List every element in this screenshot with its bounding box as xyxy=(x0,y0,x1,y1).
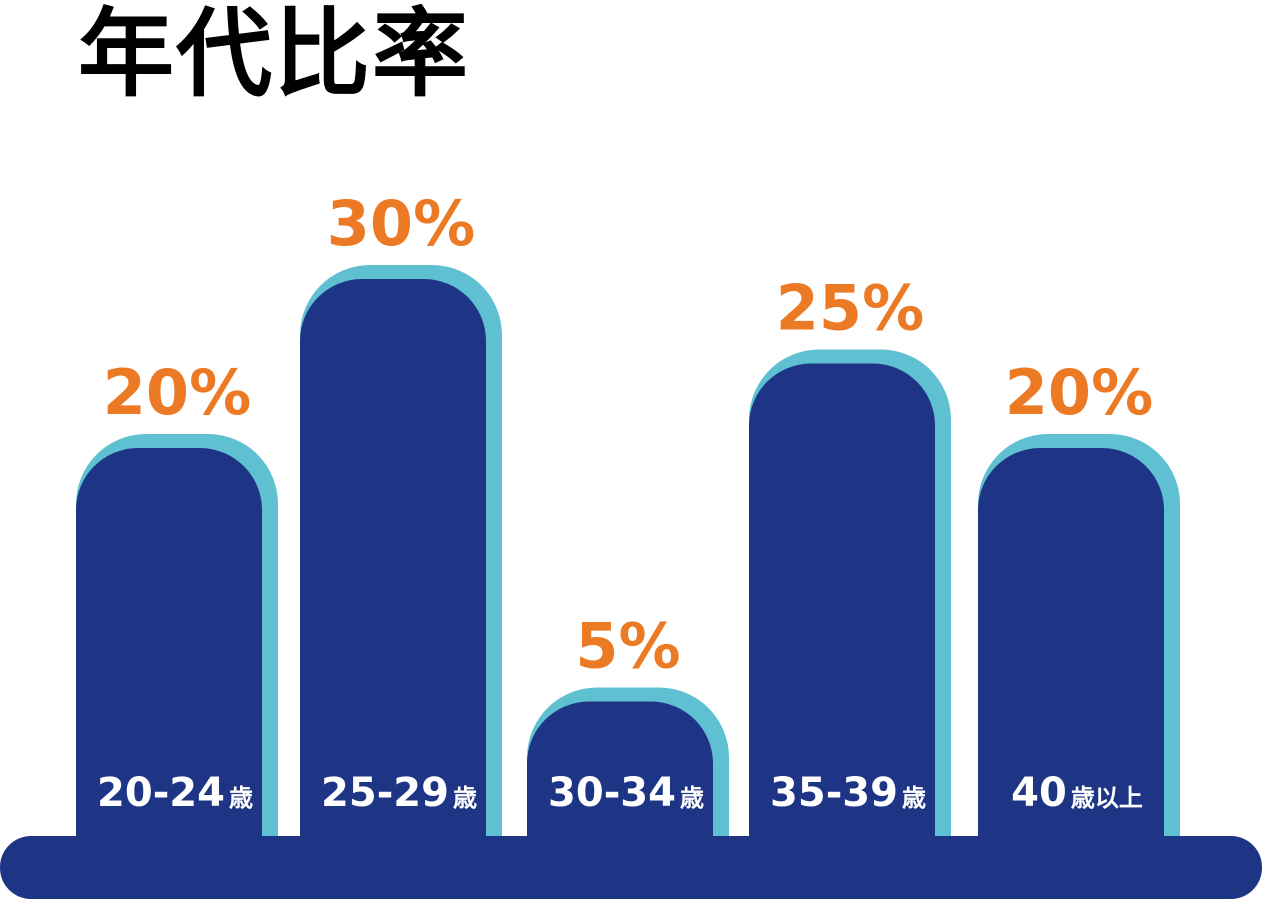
category-label: 35-39 歳 xyxy=(770,770,926,816)
category-label: 20-24 歳 xyxy=(97,770,253,816)
value-label: 20% xyxy=(103,356,251,429)
bar xyxy=(76,448,262,838)
bar-group-1: 20% 20-24 歳 xyxy=(76,356,278,838)
category-label: 30-34 歳 xyxy=(548,770,704,816)
value-label: 25% xyxy=(776,272,924,345)
bar-group-4: 25% 35-39 歳 xyxy=(749,272,951,838)
bar-group-5: 20% 40 歳以上 xyxy=(978,356,1180,838)
value-label: 20% xyxy=(1005,356,1153,429)
category-label: 25-29 歳 xyxy=(321,770,477,816)
bar xyxy=(527,701,713,838)
bar-group-2: 30% 25-29 歳 xyxy=(300,187,502,838)
bar xyxy=(300,279,486,838)
bar-group-3: 5% 30-34 歳 xyxy=(527,610,729,838)
category-label: 40 歳以上 xyxy=(1011,770,1143,816)
chart-title: 年代比率 xyxy=(78,0,470,110)
chart-baseline xyxy=(0,836,1262,899)
value-label: 5% xyxy=(575,610,680,683)
bar xyxy=(749,363,935,838)
bar xyxy=(978,448,1164,838)
value-label: 30% xyxy=(327,187,475,260)
